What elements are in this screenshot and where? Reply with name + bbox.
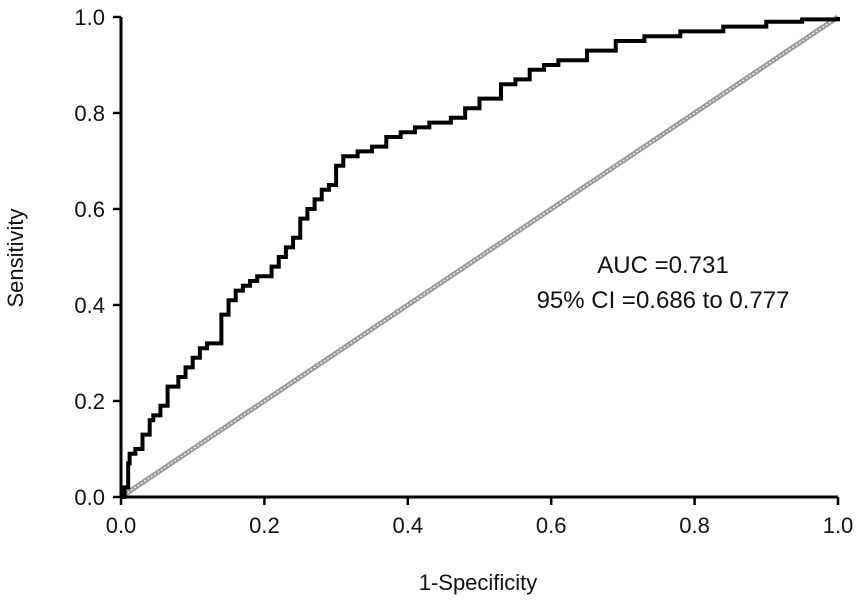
x-tick-layer: 0.0 0.2 0.4 0.6 0.8 1.0: [106, 497, 854, 538]
x-tick-label: 0.2: [249, 513, 280, 538]
auc-annotation: AUC =0.731: [597, 252, 728, 279]
y-tick-label: 0.8: [74, 101, 105, 126]
y-axis-title: Sensitivity: [3, 208, 28, 307]
x-tick-label: 0.4: [393, 513, 424, 538]
x-tick-label: 0.6: [536, 513, 567, 538]
y-tick-label: 0.6: [74, 197, 105, 222]
reference-diagonal-line: [119, 14, 840, 500]
y-tick-label: 0.2: [74, 389, 105, 414]
y-tick-label: 1.0: [74, 5, 105, 30]
y-tick-layer: 0.0 0.2 0.4 0.6 0.8 1.0: [74, 5, 121, 510]
y-tick-label: 0.4: [74, 293, 105, 318]
x-tick-label: 0.0: [106, 513, 137, 538]
reference-line-layer: [119, 14, 840, 500]
x-axis-title: 1-Specificity: [419, 570, 538, 595]
x-tick-label: 0.8: [679, 513, 710, 538]
x-tick-label: 1.0: [823, 513, 854, 538]
ci-annotation: 95% CI =0.686 to 0.777: [537, 287, 790, 314]
roc-curve-layer: [121, 17, 840, 499]
roc-curve-line: [121, 17, 840, 499]
y-tick-label: 0.0: [74, 485, 105, 510]
axes-layer: [119, 17, 838, 499]
